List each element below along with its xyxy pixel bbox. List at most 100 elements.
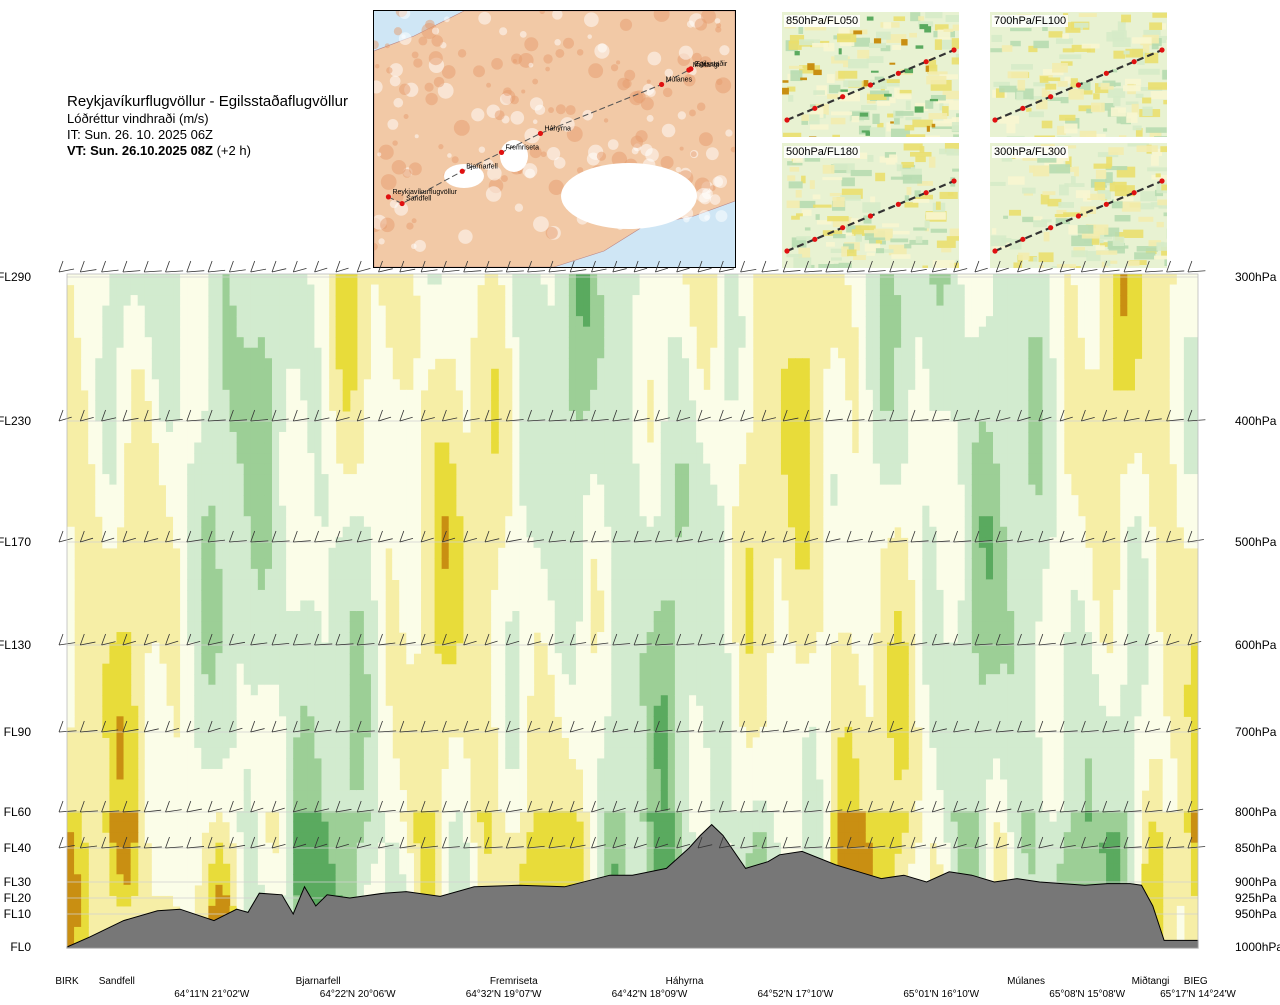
inset-field bbox=[795, 189, 802, 198]
heatmap-cell bbox=[455, 937, 464, 948]
heatmap-cell bbox=[180, 811, 188, 823]
heatmap-cell bbox=[646, 495, 655, 507]
heatmap-cell bbox=[314, 705, 323, 717]
heatmap-cell bbox=[144, 326, 153, 338]
heatmap-cell bbox=[583, 274, 591, 286]
inset-field bbox=[991, 228, 997, 235]
heatmap-cell bbox=[187, 916, 195, 928]
heatmap-cell bbox=[618, 284, 627, 296]
heatmap-cell bbox=[378, 495, 386, 507]
heatmap-cell bbox=[250, 726, 259, 738]
heatmap-cell bbox=[392, 484, 400, 496]
inset-field bbox=[1135, 93, 1144, 98]
heatmap-cell bbox=[363, 421, 372, 433]
heatmap-cell bbox=[314, 884, 323, 896]
inset-field bbox=[922, 265, 928, 268]
heatmap-cell bbox=[554, 400, 563, 412]
heatmap-cell bbox=[512, 916, 520, 928]
heatmap-cell bbox=[519, 579, 528, 591]
heatmap-cell bbox=[378, 547, 386, 559]
heatmap-cell bbox=[561, 726, 570, 738]
inset-field bbox=[800, 77, 808, 81]
heatmap-cell bbox=[264, 737, 273, 749]
heatmap-cell bbox=[611, 674, 619, 686]
heatmap-cell bbox=[349, 295, 358, 307]
heatmap-cell bbox=[250, 474, 259, 486]
heatmap-cell bbox=[173, 495, 181, 507]
heatmap-cell bbox=[441, 832, 450, 844]
heatmap-cell bbox=[229, 758, 238, 770]
heatmap-cell bbox=[575, 684, 584, 696]
heatmap-cell bbox=[314, 495, 323, 507]
heatmap-cell bbox=[526, 400, 535, 412]
heatmap-cell bbox=[250, 642, 259, 654]
heatmap-cell bbox=[180, 842, 188, 854]
heatmap-cell bbox=[519, 800, 528, 812]
heatmap-cell bbox=[314, 895, 323, 907]
heatmap-cell bbox=[455, 884, 464, 896]
heatmap-cell bbox=[208, 284, 217, 296]
heatmap-cell bbox=[173, 768, 181, 781]
heatmap-cell bbox=[328, 410, 337, 423]
heatmap-cell bbox=[151, 758, 160, 770]
heatmap-cell bbox=[363, 505, 372, 517]
inset-field bbox=[798, 26, 804, 34]
heatmap-cell bbox=[286, 463, 294, 475]
heatmap-cell bbox=[519, 737, 528, 749]
heatmap-cell bbox=[597, 389, 605, 401]
heatmap-cell bbox=[201, 358, 209, 370]
heatmap-cell bbox=[95, 337, 103, 349]
heatmap-cell bbox=[547, 326, 556, 338]
heatmap-cell bbox=[349, 284, 358, 296]
heatmap-cell bbox=[561, 431, 570, 444]
heatmap-cell bbox=[300, 600, 308, 612]
heatmap-cell bbox=[547, 589, 556, 602]
heatmap-cell bbox=[618, 853, 627, 865]
inset-field bbox=[1055, 38, 1073, 44]
heatmap-cell bbox=[406, 558, 414, 570]
heatmap-cell bbox=[349, 516, 358, 528]
heatmap-cell bbox=[540, 589, 549, 602]
heatmap-cell bbox=[257, 800, 266, 812]
heatmap-cell bbox=[173, 884, 181, 896]
heatmap-cell bbox=[215, 747, 224, 760]
heatmap-cell bbox=[505, 811, 513, 823]
heatmap-cell bbox=[328, 842, 337, 854]
heatmap-cell bbox=[512, 589, 520, 602]
heatmap-cell bbox=[264, 790, 273, 802]
heatmap-cell bbox=[236, 895, 245, 907]
inset-field bbox=[782, 80, 789, 83]
heatmap-cell bbox=[300, 421, 308, 433]
heatmap-cell bbox=[187, 516, 195, 528]
heatmap-cell bbox=[201, 337, 209, 349]
heatmap-cell bbox=[173, 484, 181, 496]
heatmap-cell bbox=[335, 537, 344, 549]
heatmap-cell bbox=[321, 726, 330, 738]
relief bbox=[645, 148, 659, 162]
heatmap-cell bbox=[378, 368, 386, 380]
heatmap-cell bbox=[413, 642, 422, 654]
heatmap-cell bbox=[286, 642, 294, 654]
relief bbox=[387, 118, 399, 130]
inset-field bbox=[1007, 71, 1029, 79]
heatmap-cell bbox=[102, 484, 111, 496]
heatmap-cell bbox=[279, 368, 287, 380]
heatmap-cell bbox=[300, 832, 308, 844]
heatmap-cell bbox=[158, 368, 167, 380]
heatmap-cell bbox=[314, 726, 323, 738]
heatmap-cell bbox=[399, 621, 407, 633]
heatmap-cell bbox=[660, 326, 669, 338]
heatmap-cell bbox=[264, 937, 273, 948]
heatmap-cell bbox=[293, 663, 301, 675]
inset-field bbox=[915, 156, 926, 163]
inset-field bbox=[866, 252, 875, 256]
inset-field bbox=[1033, 216, 1043, 221]
heatmap-cell bbox=[314, 621, 323, 633]
heatmap-cell bbox=[271, 505, 280, 517]
heatmap-cell bbox=[427, 811, 436, 823]
heatmap-cell bbox=[236, 758, 245, 770]
heatmap-cell bbox=[406, 937, 414, 948]
heatmap-cell bbox=[547, 495, 556, 507]
inset-field bbox=[999, 85, 1017, 93]
heatmap-cell bbox=[625, 410, 634, 423]
